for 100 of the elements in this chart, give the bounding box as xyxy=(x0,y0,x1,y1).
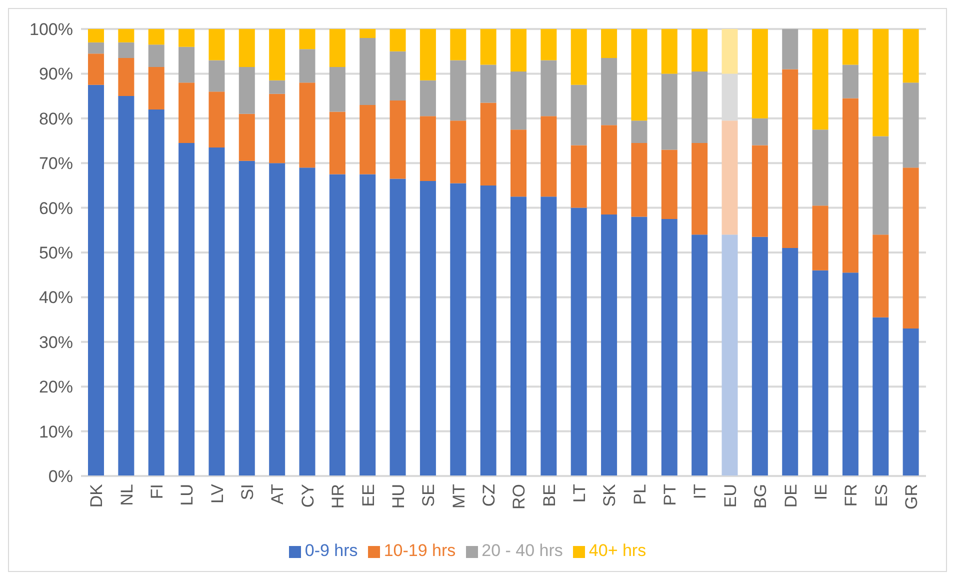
x-tick-label: FR xyxy=(842,484,861,507)
bar xyxy=(88,29,104,42)
bar xyxy=(148,66,164,110)
bar xyxy=(752,118,768,146)
bar xyxy=(299,29,316,50)
bar xyxy=(540,196,557,476)
bar xyxy=(299,82,316,168)
bar xyxy=(692,29,708,72)
x-tick-label: AT xyxy=(268,484,288,504)
x-tick-label: NL xyxy=(117,484,136,506)
bar xyxy=(450,183,466,476)
x-tick-label: EE xyxy=(358,484,378,507)
x-tick-label: HR xyxy=(328,484,348,509)
bar xyxy=(178,142,195,476)
bar xyxy=(902,168,919,328)
x-tick-label: GR xyxy=(902,484,921,510)
bar xyxy=(269,29,286,80)
bar xyxy=(148,44,164,67)
bar xyxy=(631,216,648,476)
x-tick-label: HU xyxy=(388,484,408,509)
x-tick-label: FI xyxy=(148,484,167,500)
bar xyxy=(570,29,587,85)
bar xyxy=(540,60,557,116)
bar xyxy=(601,58,618,126)
bar xyxy=(238,66,255,114)
bar xyxy=(601,125,618,215)
bar xyxy=(299,49,316,83)
y-tick-label: 90% xyxy=(38,64,73,84)
y-tick-label: 0% xyxy=(48,467,73,486)
bar xyxy=(148,109,164,476)
bar xyxy=(722,29,738,74)
bar xyxy=(510,29,526,72)
y-tick-label: 30% xyxy=(38,332,73,352)
x-tick-label: IT xyxy=(690,484,710,500)
y-tick-label: 60% xyxy=(38,198,73,218)
bar xyxy=(601,29,618,58)
bar xyxy=(208,92,225,148)
bar xyxy=(360,174,376,476)
bar xyxy=(631,120,648,143)
bar xyxy=(872,234,889,318)
bar xyxy=(661,74,678,150)
bar xyxy=(510,196,526,476)
x-tick-label: DE xyxy=(781,484,800,508)
bar xyxy=(872,136,889,235)
bar xyxy=(118,42,134,58)
bar xyxy=(782,69,798,248)
y-tick-label: 10% xyxy=(38,422,73,442)
bar xyxy=(269,94,286,164)
bar xyxy=(601,214,618,476)
bar xyxy=(842,98,858,273)
bar xyxy=(269,80,286,94)
bar xyxy=(570,145,587,208)
bar xyxy=(390,178,406,476)
x-tick-label: PL xyxy=(630,484,650,505)
bar xyxy=(118,58,134,96)
bar xyxy=(631,29,648,121)
y-tick-label: 100% xyxy=(30,20,73,40)
legend-label: 0-9 hrs xyxy=(304,541,358,560)
bar xyxy=(812,130,828,206)
bar xyxy=(178,46,195,83)
legend-label: 40+ hrs xyxy=(588,541,646,560)
bar xyxy=(88,42,104,54)
x-tick-label: SK xyxy=(600,483,620,507)
bar xyxy=(329,174,346,476)
bar xyxy=(420,80,436,116)
bar xyxy=(510,71,526,130)
bar xyxy=(299,168,316,476)
x-tick-label: BE xyxy=(540,484,559,507)
bar xyxy=(390,100,406,179)
bar xyxy=(480,185,496,476)
bar xyxy=(480,64,496,103)
bar xyxy=(88,84,104,476)
bar xyxy=(480,102,496,186)
bar xyxy=(208,29,225,60)
x-tick-label: IE xyxy=(811,484,830,500)
bar xyxy=(540,29,557,60)
bar xyxy=(812,29,828,130)
x-tick-label: SI xyxy=(238,484,258,500)
bar xyxy=(420,116,436,181)
bar xyxy=(752,145,768,237)
bar xyxy=(872,317,889,476)
bar xyxy=(390,29,406,52)
bar xyxy=(178,29,195,47)
bar xyxy=(842,64,858,98)
bar xyxy=(752,236,768,476)
bar xyxy=(178,82,195,143)
bar xyxy=(902,82,919,168)
bar xyxy=(692,142,708,235)
bar xyxy=(360,29,376,38)
x-tick-label: ES xyxy=(872,484,891,507)
bar xyxy=(148,29,164,45)
bar xyxy=(570,84,587,146)
bar xyxy=(812,270,828,476)
bar xyxy=(360,104,376,174)
y-tick-label: 50% xyxy=(38,244,73,263)
bar xyxy=(902,29,919,83)
x-tick-label: RO xyxy=(510,484,529,510)
bar xyxy=(88,54,104,85)
bar xyxy=(722,120,738,235)
x-tick-label: EU xyxy=(720,484,740,508)
